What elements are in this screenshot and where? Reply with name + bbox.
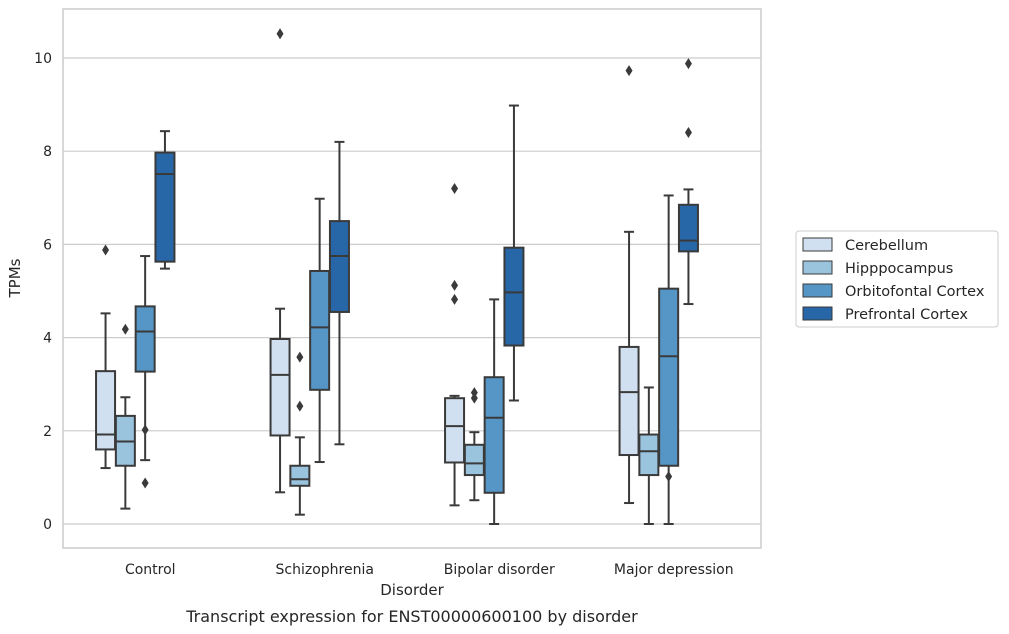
box-series: [95, 28, 699, 525]
x-tick-label: Control: [125, 562, 176, 578]
outlier-point: [470, 392, 478, 404]
box-3-0: [154, 130, 176, 270]
outlier-point: [684, 127, 692, 139]
box-2-3: [658, 194, 680, 525]
box-iqr: [658, 287, 680, 467]
box-iqr: [463, 443, 485, 477]
y-tick-label: 6: [43, 237, 52, 253]
y-tick-label: 0: [43, 517, 52, 533]
legend-swatch: [802, 306, 833, 321]
x-axis-label: Disorder: [380, 581, 444, 599]
outlier-point: [451, 293, 459, 305]
box-iqr: [638, 433, 660, 477]
box-2-0: [134, 255, 156, 489]
box-1-0: [114, 323, 136, 510]
box-iqr: [289, 464, 311, 487]
box-0-1: [269, 28, 291, 494]
outlier-point: [665, 470, 673, 482]
plot-frame: [62, 8, 762, 549]
box-iqr: [328, 220, 350, 313]
legend-label: Cerebellum: [845, 238, 928, 254]
box-iqr: [309, 269, 331, 391]
box-0-2: [444, 182, 466, 507]
box-iqr: [134, 305, 156, 373]
box-iqr: [444, 397, 466, 464]
box-iqr: [269, 337, 291, 437]
box-2-1: [309, 197, 331, 464]
y-gridlines: [63, 57, 761, 525]
box-3-1: [328, 140, 350, 446]
y-tick-label: 8: [43, 144, 52, 160]
box-2-2: [483, 298, 505, 525]
outlier-point: [121, 323, 129, 335]
box-1-1: [289, 351, 311, 516]
outlier-point: [470, 387, 478, 399]
legend-swatch: [802, 237, 833, 252]
y-tick-label: 2: [43, 424, 52, 440]
outlier-point: [625, 65, 633, 77]
outlier-point: [451, 279, 459, 291]
box-iqr: [503, 246, 525, 347]
y-tick-labels: 0 2 4 6 8 10: [34, 51, 52, 533]
x-tick-label: Major depression: [614, 562, 734, 578]
outlier-point: [141, 424, 149, 436]
outlier-point: [684, 58, 692, 70]
box-3-3: [677, 58, 699, 306]
chart-caption: Transcript expression for ENST0000060010…: [185, 607, 638, 626]
x-tick-labels: Control Schizophrenia Bipolar disorder Majo…: [125, 562, 734, 578]
x-tick-label: Bipolar disorder: [444, 562, 555, 578]
legend-label: Hipppocampus: [845, 261, 953, 277]
box-iqr: [95, 370, 117, 451]
outlier-point: [102, 244, 110, 256]
y-tick-label: 10: [34, 51, 52, 67]
box-iqr: [483, 376, 505, 494]
legend-frame: [795, 230, 999, 328]
box-0-0: [95, 244, 117, 470]
legend: Cerebellum Hipppocampus Orbitofontal Corte…: [795, 230, 999, 328]
box-iqr: [677, 203, 699, 253]
legend-swatch: [802, 260, 833, 275]
outlier-point: [451, 182, 459, 194]
box-iqr: [154, 151, 176, 263]
legend-swatch: [802, 283, 833, 298]
box-iqr: [618, 345, 640, 457]
outlier-point: [276, 28, 284, 40]
outlier-point: [296, 351, 304, 363]
x-tick-label: Schizophrenia: [276, 562, 374, 578]
box-3-2: [503, 104, 525, 402]
legend-label: Prefrontal Cortex: [845, 307, 968, 323]
legend-label: Orbitofontal Cortex: [845, 284, 985, 300]
box-0-3: [618, 65, 640, 505]
outlier-point: [296, 400, 304, 412]
y-axis-label: TPMs: [6, 258, 24, 298]
outlier-point: [141, 477, 149, 489]
y-tick-label: 4: [43, 331, 52, 347]
